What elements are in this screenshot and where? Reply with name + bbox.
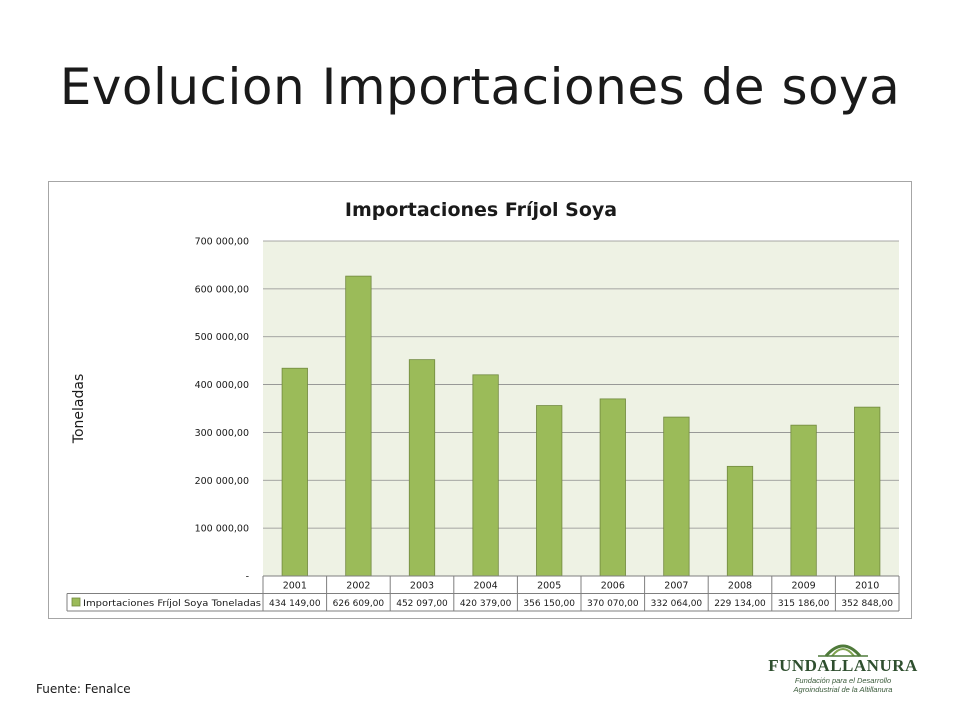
data-label: 434 149,00 — [269, 599, 321, 609]
y-tick-label: 500 000,00 — [195, 332, 249, 343]
data-label: 626 609,00 — [333, 599, 385, 609]
bar — [536, 405, 563, 577]
bar — [408, 359, 436, 577]
bar — [854, 406, 881, 577]
data-label: 229 134,00 — [714, 599, 766, 609]
data-label: 452 097,00 — [396, 599, 448, 609]
data-label: 420 379,00 — [460, 599, 512, 609]
x-tick-label: 2010 — [855, 581, 879, 592]
x-tick-label: 2004 — [474, 581, 498, 592]
x-tick-label: 2005 — [537, 581, 561, 592]
data-label: 332 064,00 — [651, 599, 703, 609]
logo-subtitle-2: Agroindustrial de la Altillanura — [793, 685, 893, 694]
bar-chart: Importaciones Fríjol Soya Toneladas - 100 0… — [66, 199, 900, 612]
chart-title: Importaciones Fríjol Soya — [345, 199, 617, 221]
legend-key — [71, 597, 81, 607]
legend-series-name: Importaciones Fríjol Soya Toneladas — [83, 599, 261, 609]
bar — [345, 275, 372, 577]
data-label: 370 070,00 — [587, 599, 639, 609]
logo-arc-icon — [818, 644, 868, 658]
x-tick-label: 2009 — [792, 581, 816, 592]
data-label: 352 848,00 — [841, 599, 893, 609]
y-axis-label: Toneladas — [71, 374, 87, 444]
x-tick-label: 2002 — [346, 581, 370, 592]
chart-container: Importaciones Fríjol Soya Toneladas - 100 0… — [48, 181, 912, 619]
y-tick-label: 300 000,00 — [195, 428, 249, 439]
y-tick-label: 400 000,00 — [195, 380, 249, 391]
bar — [726, 465, 754, 577]
bar — [790, 424, 817, 577]
bar — [472, 374, 499, 577]
bar — [281, 367, 308, 577]
y-tick-label: - — [246, 572, 249, 583]
data-label: 315 186,00 — [778, 599, 830, 609]
logo-subtitle-1: Fundación para el Desarrollo — [794, 676, 892, 685]
slide-title: Evolucion Importaciones de soya — [59, 58, 901, 116]
bar — [663, 416, 690, 577]
logo-name: FUNDALLANURA — [768, 656, 918, 675]
fundallanura-logo: FUNDALLANURA Fundación para el Desarroll… — [758, 638, 928, 694]
y-tick-label: 100 000,00 — [195, 524, 249, 535]
y-tick-label: 600 000,00 — [195, 284, 249, 295]
x-tick-label: 2003 — [410, 581, 434, 592]
x-tick-label: 2006 — [601, 581, 625, 592]
bar — [599, 398, 626, 577]
y-tick-label: 200 000,00 — [195, 476, 249, 487]
source-note: Fuente: Fenalce — [36, 682, 131, 696]
x-tick-label: 2001 — [283, 581, 307, 592]
y-tick-label: 700 000,00 — [195, 237, 249, 248]
x-tick-label: 2007 — [664, 581, 688, 592]
data-label: 356 150,00 — [523, 599, 575, 609]
x-tick-label: 2008 — [728, 581, 752, 592]
